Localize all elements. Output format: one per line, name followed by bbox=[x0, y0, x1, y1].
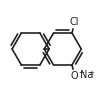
Text: Na: Na bbox=[80, 70, 94, 80]
Text: +: + bbox=[88, 70, 94, 76]
Text: −: − bbox=[78, 70, 84, 76]
Text: Cl: Cl bbox=[69, 17, 79, 27]
Text: O: O bbox=[70, 71, 78, 81]
